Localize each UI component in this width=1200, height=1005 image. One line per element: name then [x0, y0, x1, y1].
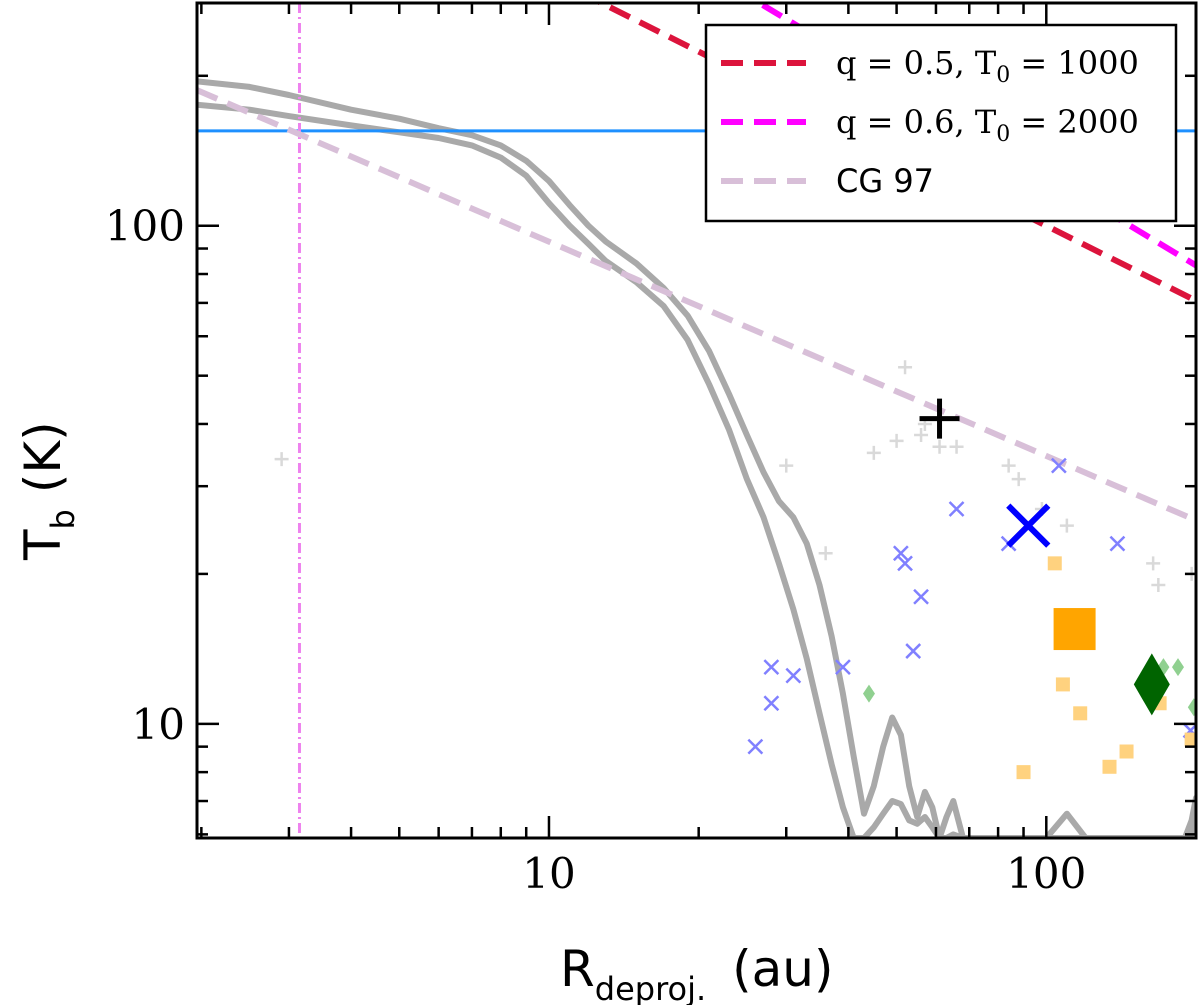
legend-box [704, 23, 1178, 223]
point-bold-plus-1 [919, 398, 960, 439]
point-faint-cross-2 [763, 695, 780, 712]
y-axis-title-main: T [14, 529, 72, 561]
legend-label-q06: q = 0.6, T0 = 2000 [836, 103, 1139, 147]
point-faint-cross-12 [1050, 457, 1067, 474]
series-faint-square [1016, 556, 1196, 780]
point-faint-plus-7 [889, 433, 904, 448]
point-faint-cross-9 [905, 643, 922, 659]
point-faint-plus-2 [779, 458, 794, 473]
point-faint-cross-6 [892, 545, 909, 562]
point-faint-plus-12 [1011, 472, 1026, 487]
profile-line-2 [197, 101, 1196, 838]
profile-line-1 [197, 78, 1196, 838]
point-faint-cross-1 [747, 738, 764, 755]
series-bold-plus [919, 398, 960, 439]
point-faint-diamond-4 [1187, 698, 1196, 717]
point-faint-square-6 [1119, 744, 1134, 759]
point-faint-cross-7 [897, 555, 913, 572]
x-axis-title-main: R [560, 940, 595, 998]
point-faint-plus-5 [914, 428, 929, 443]
point-faint-plus-1 [274, 452, 289, 467]
x-axis-title: Rdeproj. (au) [560, 940, 834, 1005]
x-axis-title-sub: deproj. [595, 970, 706, 1005]
series-bold-square [1053, 608, 1096, 651]
powerlaw-line-cg97 [197, 87, 1196, 524]
point-faint-square-4 [1073, 706, 1088, 721]
x-tick-label-100: 100 [1006, 849, 1086, 898]
point-faint-plus-15 [1146, 556, 1161, 571]
legend-label-q05: q = 0.5, T0 = 1000 [836, 44, 1139, 88]
point-faint-cross-3 [763, 659, 780, 675]
point-faint-square-8 [1184, 732, 1196, 747]
legend: q = 0.5, T0 = 1000 q = 0.6, T0 = 2000 CG 9… [704, 23, 1178, 223]
point-faint-diamond-3 [1171, 658, 1184, 677]
series-bold-cross [1006, 503, 1051, 548]
point-faint-cross-10 [948, 501, 965, 517]
point-faint-plus-14 [1059, 518, 1074, 533]
y-axis-title-unit: (K) [14, 421, 72, 493]
point-faint-cross-4 [785, 667, 802, 684]
y-axis-title: Tb (K) [14, 421, 82, 561]
axes: 10 100 10 100 [105, 1, 1198, 898]
point-faint-cross-8 [913, 588, 929, 605]
point-faint-diamond-1 [862, 684, 875, 703]
y-tick-label-100: 100 [105, 202, 185, 251]
point-bold-square-1 [1053, 608, 1096, 651]
x-axis-title-unit: (au) [732, 940, 833, 998]
y-tick-label-10: 10 [132, 700, 185, 749]
tick-marks [197, 3, 1198, 838]
point-faint-plus-16 [1151, 578, 1166, 593]
point-faint-plus-6 [932, 439, 947, 454]
x-tick-label-10: 10 [522, 849, 575, 898]
point-faint-square-5 [1102, 759, 1117, 774]
point-faint-plus-11 [1001, 458, 1016, 473]
plot-frame [195, 1, 1198, 840]
point-faint-square-1 [1016, 765, 1031, 780]
point-faint-plus-8 [866, 445, 881, 460]
y-axis-title-sub: b [44, 509, 82, 529]
point-faint-plus-10 [949, 439, 964, 454]
svg-text:Tb(K): Tb (K) [14, 421, 82, 561]
point-bold-diamond-1 [1133, 653, 1170, 716]
legend-label-cg97: CG 97 [836, 162, 934, 200]
series-bold-diamond [1133, 653, 1170, 716]
point-faint-plus-3 [818, 546, 833, 561]
point-faint-cross-5 [835, 659, 851, 675]
point-faint-plus-4 [898, 360, 913, 375]
point-faint-cross-13 [1109, 535, 1126, 552]
svg-text:Rdeproj.(au): Rdeproj. (au) [560, 940, 834, 1005]
point-faint-square-2 [1047, 556, 1062, 571]
point-bold-cross-1 [1006, 503, 1051, 548]
point-faint-square-3 [1055, 677, 1070, 692]
